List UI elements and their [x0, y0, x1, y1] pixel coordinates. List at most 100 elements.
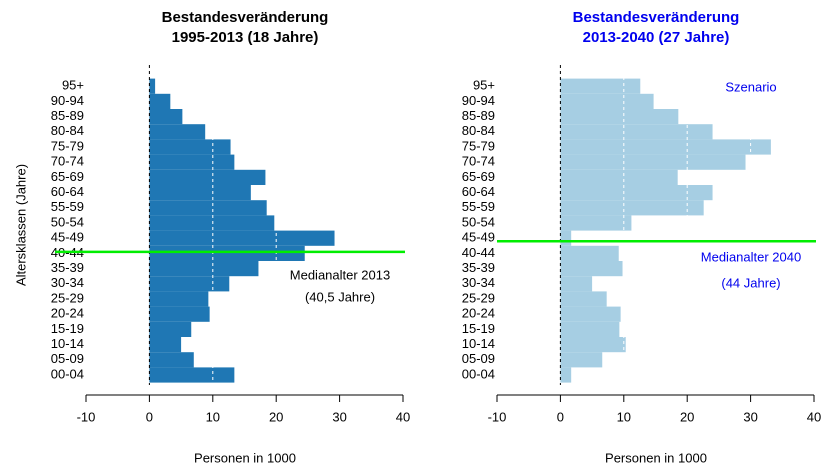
bar: [149, 185, 251, 201]
chart-subtitle: 2013-2040 (27 Jahre): [583, 29, 730, 46]
x-tick-label: 0: [146, 409, 153, 424]
chart-title: Bestandesveränderung: [573, 9, 740, 26]
y-tick-label: 75-79: [462, 138, 495, 153]
chart-subtitle: 1995-2013 (18 Jahre): [172, 29, 319, 46]
y-tick-label: 60-64: [462, 184, 495, 199]
bar: [560, 139, 771, 155]
bar: [149, 245, 305, 261]
y-tick-label: 25-29: [462, 290, 495, 305]
bar: [149, 200, 267, 216]
y-tick-label: 90-94: [462, 93, 495, 108]
x-tick-label: 20: [680, 409, 694, 424]
x-tick-label: 10: [206, 409, 220, 424]
y-tick-label: 05-09: [51, 351, 84, 366]
bar: [560, 321, 620, 337]
y-tick-label: 85-89: [462, 108, 495, 123]
annotation: (40,5 Jahre): [305, 289, 375, 304]
annotation: (44 Jahre): [721, 275, 780, 290]
y-axis-label: Altersklassen (Jahre): [13, 164, 28, 286]
annotation: Szenario: [725, 79, 776, 94]
y-tick-label: 95+: [473, 78, 495, 93]
bar: [560, 185, 713, 201]
y-tick-label: 10-14: [462, 336, 495, 351]
y-tick-label: 05-09: [462, 351, 495, 366]
y-tick-label: 50-54: [51, 214, 84, 229]
y-tick-label: 15-19: [462, 321, 495, 336]
y-tick-label: 15-19: [51, 321, 84, 336]
bar: [149, 169, 266, 185]
y-tick-label: 60-64: [51, 184, 84, 199]
x-tick-label: -10: [77, 409, 96, 424]
y-tick-label: 50-54: [462, 214, 495, 229]
bar: [149, 139, 231, 155]
y-tick-label: 30-34: [462, 275, 495, 290]
bar: [149, 124, 206, 140]
bar: [149, 291, 209, 307]
x-tick-label: 30: [332, 409, 346, 424]
y-tick-label: 45-49: [462, 230, 495, 245]
annotation: Medianalter 2013: [290, 267, 390, 282]
bar: [149, 352, 194, 368]
bar: [560, 230, 572, 246]
bar: [149, 154, 235, 170]
bar: [560, 200, 704, 216]
bar: [560, 306, 621, 322]
y-tick-label: 25-29: [51, 290, 84, 305]
bar: [149, 78, 156, 94]
bar: [560, 169, 678, 185]
y-tick-label: 45-49: [51, 230, 84, 245]
y-tick-label: 70-74: [462, 154, 495, 169]
bar: [149, 276, 230, 292]
bar: [149, 367, 235, 383]
annotation: Medianalter 2040: [701, 249, 801, 264]
bar: [560, 245, 619, 261]
x-tick-label: 30: [743, 409, 757, 424]
y-tick-label: 20-24: [462, 306, 495, 321]
bar: [149, 321, 192, 337]
x-tick-label: 0: [557, 409, 564, 424]
bar: [149, 261, 259, 277]
x-tick-label: 40: [807, 409, 821, 424]
bar: [560, 261, 623, 277]
x-tick-label: -10: [488, 409, 507, 424]
y-tick-label: 65-69: [51, 169, 84, 184]
bar: [560, 291, 607, 307]
x-axis-label: Personen in 1000: [605, 450, 707, 465]
bar: [149, 215, 275, 231]
bar: [149, 230, 335, 246]
y-tick-label: 85-89: [51, 108, 84, 123]
y-tick-label: 00-04: [462, 366, 495, 381]
y-tick-label: 40-44: [462, 245, 495, 260]
x-tick-label: 10: [617, 409, 631, 424]
chart-title: Bestandesveränderung: [162, 9, 329, 26]
y-tick-label: 70-74: [51, 154, 84, 169]
y-tick-label: 35-39: [462, 260, 495, 275]
x-tick-label: 20: [269, 409, 283, 424]
bar: [149, 306, 210, 322]
bar: [560, 352, 603, 368]
x-axis-label: Personen in 1000: [194, 450, 296, 465]
bar: [560, 367, 572, 383]
y-tick-label: 20-24: [51, 306, 84, 321]
y-tick-label: 90-94: [51, 93, 84, 108]
bar: [560, 78, 641, 94]
y-tick-label: 10-14: [51, 336, 84, 351]
bar: [149, 93, 171, 109]
y-tick-label: 30-34: [51, 275, 84, 290]
bar: [560, 154, 746, 170]
y-tick-label: 35-39: [51, 260, 84, 275]
y-tick-label: 95+: [62, 78, 84, 93]
y-tick-label: 55-59: [51, 199, 84, 214]
bar: [560, 109, 679, 125]
bar: [149, 109, 183, 125]
bar: [560, 276, 593, 292]
y-tick-label: 00-04: [51, 366, 84, 381]
y-tick-label: 65-69: [462, 169, 495, 184]
y-tick-label: 75-79: [51, 138, 84, 153]
bar: [560, 93, 654, 109]
bar: [560, 215, 632, 231]
y-tick-label: 55-59: [462, 199, 495, 214]
bar: [149, 337, 182, 353]
bar: [560, 124, 713, 140]
